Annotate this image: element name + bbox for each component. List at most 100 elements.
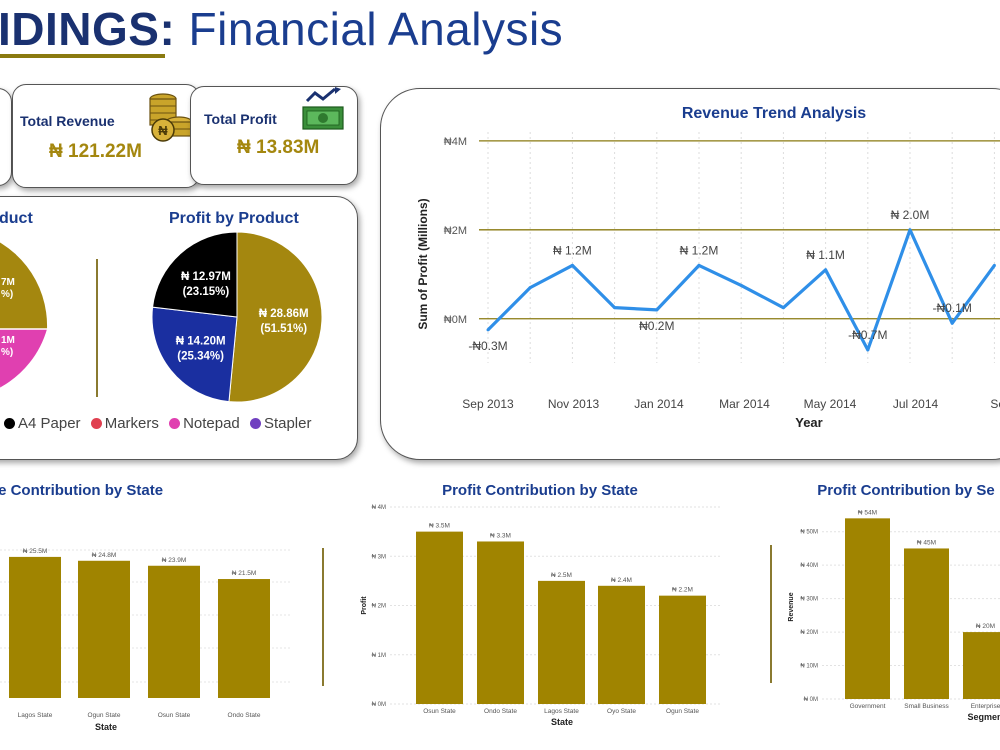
pie-legend: A4 Paper Markers Notepad Stapler [4,415,311,432]
line-data-label: ₦0.2M [639,319,674,333]
revenue-trend-panel: Revenue Trend Analysis ₦0M ₦2M ₦4M Sep 2013 N… [380,88,1000,460]
left-pie-title: duct [0,210,33,227]
line-data-label: -₦0.1M [933,301,972,315]
bar-data-label-2: ₦ 45M [917,539,936,546]
line-data-label: -₦0.7M [848,328,887,342]
bar-x-axis-label-2: Segmen [967,712,1000,722]
bar-x-tick-label-2: Government [850,703,886,710]
line-point [613,306,617,310]
left-pie-label-3: 1M [1,335,15,346]
page-title-bold: IDINGS: [0,3,176,55]
line-point [655,308,659,312]
bar-chart-title-1: Profit Contribution by State [442,482,638,499]
bar-x-axis-label-1: State [551,717,573,727]
kpi-revenue-label: Total Revenue [20,113,115,129]
legend-dot-stapler [249,418,261,429]
page-title-rest: Financial Analysis [175,3,564,55]
bar-0-2 [148,565,200,698]
bar-y-tick-label-1: ₦ 1M [372,653,386,659]
bar-divider-2 [770,545,772,683]
line-x-tick-label: Sep [990,397,1000,411]
line-x-tick-label: Jan 2014 [634,397,684,411]
bar-divider-1 [322,548,324,686]
line-x-tick-label: Sep 2013 [462,397,514,411]
bar-x-tick-label-1: Ogun State [666,708,699,715]
bar-0-1 [78,560,130,698]
line-x-tick-label: Nov 2013 [548,397,600,411]
legend-a4-paper: A4 Paper [18,415,81,432]
kpi-profit-value: ₦ 13.83M [237,137,320,158]
bar-2-0 [845,518,890,699]
line-point [950,321,954,325]
line-x-tick-label: Mar 2014 [719,397,770,411]
bar-y-tick-label-2: ₦ 0M [804,697,818,703]
bar-2-2 [963,632,1000,699]
bar-y-tick-label-2: ₦ 20M [800,630,818,636]
bar-2-1 [904,548,949,699]
pie-slice-1 [151,306,238,403]
pie-label-value-0: ₦ 28.86M [259,308,309,320]
legend-markers: Markers [104,415,159,432]
pie-slice-0 [228,231,323,403]
bar-data-label-2: ₦ 20M [976,623,995,630]
line-point [528,286,532,290]
left-pie-label-2: %) [1,289,13,300]
bar-data-label-1: ₦ 3.5M [429,523,450,530]
bar-y-axis-label-1: Profit [361,596,368,615]
kpi-profit-label: Total Profit [204,111,277,127]
bar-1-1 [477,541,524,704]
bar-1-3 [598,585,645,704]
line-chart-title: Revenue Trend Analysis [682,105,866,122]
page-title: IDINGS: Financial Analysis [0,2,563,56]
bar-data-label-2: ₦ 54M [858,509,877,516]
left-pie-slice-pink-2 [0,385,1,388]
line-x-tick-label: May 2014 [804,397,857,411]
left-pie-slice-gold [0,242,48,329]
bar-data-label-0: ₦ 24.8M [92,552,117,559]
bar-data-label-1: ₦ 3.3M [490,532,511,539]
kpi-card-revenue: Total Revenue ₦ 121.22M ₦ [12,84,200,188]
line-data-label: ₦ 2.0M [891,208,930,222]
legend-notepad: Notepad [183,415,240,432]
line-data-label: ₦ 1.1M [806,248,845,262]
revenue-trend-chart: Revenue Trend Analysis ₦0M ₦2M ₦4M Sep 2013 N… [416,105,1000,430]
pie-divider [96,259,98,397]
bar-data-label-1: ₦ 2.5M [551,572,572,579]
line-y-tick-label: ₦0M [444,314,467,326]
kpi-revenue-value: ₦ 121.22M [49,141,142,162]
money-growth-icon [302,87,344,130]
bar-y-tick-label-1: ₦ 0M [372,702,386,708]
bar-y-tick-label-2: ₦ 40M [800,563,818,569]
bar-0-3 [218,579,270,698]
bar-y-tick-label-1: ₦ 2M [372,604,386,610]
bar-y-tick-label-2: ₦ 50M [800,530,818,536]
bar-1-0 [416,531,463,704]
left-pie-slice-pink [0,329,47,387]
legend-dot-markers [90,418,102,429]
bar-x-tick-label-1: Osun State [423,708,456,715]
bar-x-tick-label-1: Oyo State [607,708,636,715]
bar-x-tick-label-2: Small Business [904,703,949,710]
page-header: IDINGS: Financial Analysis [0,0,1000,70]
line-point [866,348,870,352]
bar-data-label-0: ₦ 21.5M [232,570,257,577]
kpi-card-partial [0,88,12,186]
bar-y-tick-label-1: ₦ 3M [372,554,386,560]
title-underline [0,54,165,58]
line-x-axis-label: Year [795,415,822,430]
pie-panel: duct Profit by Product 7M %) 1M %) ₦ 28.… [0,196,358,460]
legend-dot-a4 [4,418,15,429]
bar-x-tick-label-0: Ogun State [88,712,121,719]
pie-label-pct-1: (25.34%) [177,350,224,362]
bar-x-axis-label-0: State [95,722,117,732]
kpi-card-profit: Total Profit ₦ 13.83M [190,86,358,185]
line-data-label: -₦0.3M [468,339,507,353]
bar-x-tick-label-1: Ondo State [484,708,517,715]
line-point [570,263,574,267]
line-point [697,263,701,267]
line-point [992,263,996,267]
svg-text:₦: ₦ [158,123,168,138]
bar-0-0 [9,556,61,698]
line-point [781,306,785,310]
bar-y-tick-label-2: ₦ 10M [800,664,818,670]
